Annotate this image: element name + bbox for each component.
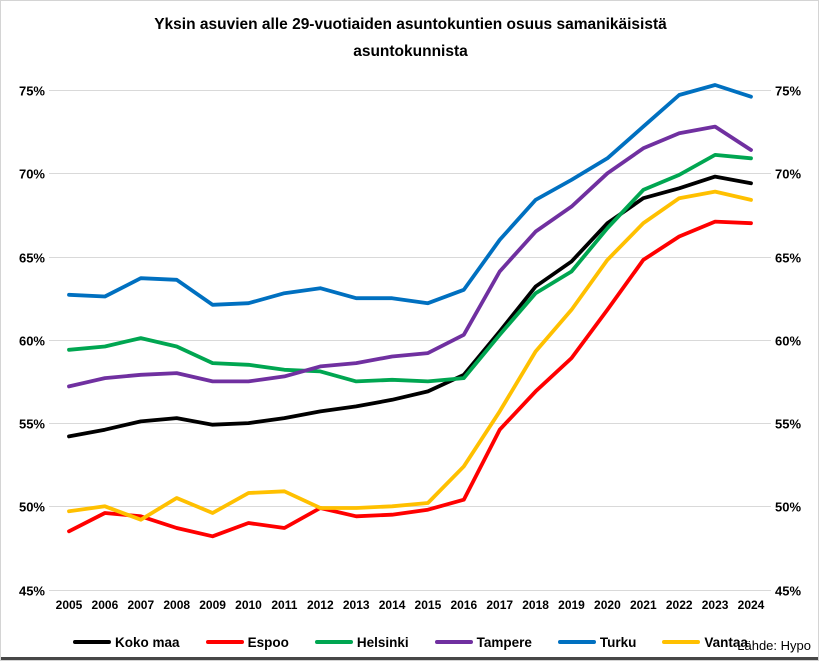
y-axis-label-right-55: 55%: [775, 417, 801, 432]
x-axis-label-2007: 2007: [127, 598, 154, 612]
source-credit: Lähde: Hypo: [737, 638, 811, 653]
y-axis-label-right-50: 50%: [775, 500, 801, 515]
x-axis-label-2019: 2019: [558, 598, 585, 612]
y-axis-label-left-60: 60%: [19, 334, 45, 349]
legend-item-turku: Turku: [557, 634, 637, 650]
legend-swatch-koko-maa: [73, 640, 112, 644]
legend-item-koko-maa: Koko maa: [73, 635, 180, 650]
chart-legend: Koko maa Espoo Helsinki Tampere Turku Vantaa: [1, 630, 818, 654]
series-line-turku: [67, 83, 753, 307]
y-axis-label-right-75: 75%: [775, 84, 801, 99]
legend-item-helsinki: Helsinki: [314, 634, 409, 650]
x-axis-label-2018: 2018: [522, 598, 549, 612]
legend-label: Vantaa: [704, 634, 748, 650]
legend-label: Turku: [599, 634, 637, 650]
x-axis-label-2012: 2012: [307, 598, 334, 612]
line-chart-plot: 45% 45% 50% 50% 55% 55% 60% 60% 65% 65% 70% 70% 75% 7…: [19, 83, 801, 612]
y-axis-label-left-55: 55%: [19, 417, 45, 432]
x-axis-label-2008: 2008: [163, 598, 190, 612]
window-bottom-edge: [1, 657, 818, 660]
legend-swatch-tampere: [434, 640, 473, 644]
legend-swatch-turku: [557, 640, 596, 644]
x-axis-label-2014: 2014: [379, 598, 406, 612]
series-line-tampere: [67, 124, 753, 389]
x-axis-label-2023: 2023: [702, 598, 729, 612]
x-axis-label-2017: 2017: [486, 598, 513, 612]
y-axis-label-right-65: 65%: [775, 251, 801, 266]
y-axis-label-right-70: 70%: [775, 167, 801, 182]
chart-title-line1: Yksin asuvien alle 29-vuotiaiden asuntok…: [154, 16, 667, 33]
legend-item-espoo: Espoo: [205, 634, 289, 650]
x-axis-label-2005: 2005: [56, 598, 83, 612]
chart-title-line2: asuntokunnista: [353, 43, 468, 60]
x-axis-label-2022: 2022: [666, 598, 693, 612]
series-line-espoo: [67, 219, 753, 539]
x-axis-label-2010: 2010: [235, 598, 262, 612]
x-axis-label-2021: 2021: [630, 598, 657, 612]
legend-label: Tampere: [476, 634, 532, 650]
y-axis-label-left-75: 75%: [19, 84, 45, 99]
chart-title: Yksin asuvien alle 29-vuotiaiden asuntok…: [1, 11, 818, 65]
x-axis-label-2016: 2016: [450, 598, 477, 612]
x-axis-label-2013: 2013: [343, 598, 370, 612]
x-axis-label-2020: 2020: [594, 598, 621, 612]
x-axis-label-2011: 2011: [271, 598, 297, 612]
x-axis-label-2015: 2015: [415, 598, 442, 612]
legend-label: Espoo: [247, 634, 289, 650]
y-axis-label-left-45: 45%: [19, 584, 45, 599]
y-axis-label-left-50: 50%: [19, 500, 45, 515]
legend-label: Helsinki: [356, 634, 409, 650]
x-axis-label-2024: 2024: [738, 598, 765, 612]
x-axis-label-2006: 2006: [92, 598, 119, 612]
legend-item-tampere: Tampere: [434, 634, 532, 650]
series-line-vantaa: [67, 189, 753, 522]
series-line-helsinki: [67, 152, 753, 384]
legend-swatch-espoo: [205, 640, 244, 644]
y-axis-label-right-45: 45%: [775, 584, 801, 599]
y-axis-label-right-60: 60%: [775, 334, 801, 349]
legend-swatch-vantaa: [662, 640, 701, 644]
legend-swatch-helsinki: [314, 640, 353, 644]
legend-item-vantaa: Vantaa: [662, 635, 748, 650]
legend-label: Koko maa: [115, 634, 180, 650]
y-axis-label-left-70: 70%: [19, 167, 45, 182]
y-axis-label-left-65: 65%: [19, 251, 45, 266]
series-line-koko-maa: [67, 174, 753, 439]
x-axis-label-2009: 2009: [199, 598, 226, 612]
